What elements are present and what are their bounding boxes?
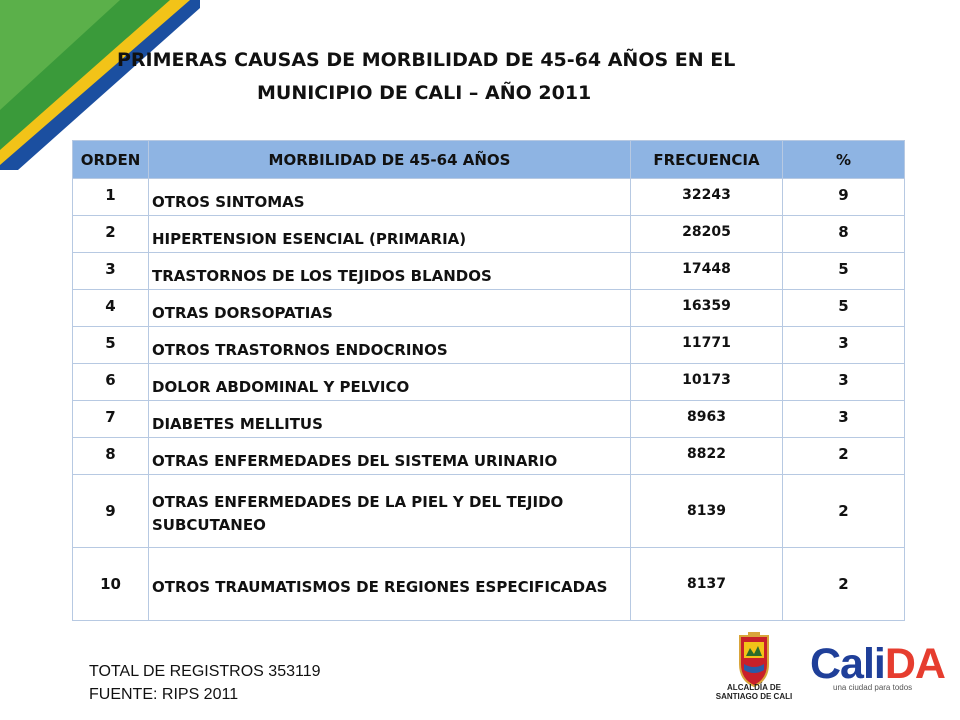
cell-porcentaje: 2 — [782, 474, 905, 548]
cell-orden: 5 — [72, 326, 149, 364]
alcaldia-label: ALCALDÍA DE SANTIAGO DE CALI — [715, 683, 793, 701]
table-row: 9 OTRAS ENFERMEDADES DE LA PIEL Y DEL TE… — [72, 474, 905, 548]
cell-frecuencia: 16359 — [630, 289, 783, 327]
corner-decoration — [0, 0, 200, 170]
cell-orden: 3 — [72, 252, 149, 290]
cell-morbilidad: OTROS TRAUMATISMOS DE REGIONES ESPECIFIC… — [148, 547, 631, 621]
cell-orden: 2 — [72, 215, 149, 253]
header-porcentaje: % — [782, 140, 905, 179]
table-row: 6 DOLOR ABDOMINAL Y PELVICO 10173 3 — [72, 363, 905, 401]
cell-morbilidad: OTROS SINTOMAS — [148, 178, 631, 216]
cell-porcentaje: 9 — [782, 178, 905, 216]
footer: TOTAL DE REGISTROS 353119 FUENTE: RIPS 2… — [89, 660, 321, 706]
cell-orden: 10 — [72, 547, 149, 621]
table-row: 5 OTROS TRASTORNOS ENDOCRINOS 11771 3 — [72, 326, 905, 364]
table-row: 8 OTRAS ENFERMEDADES DEL SISTEMA URINARI… — [72, 437, 905, 475]
cell-frecuencia: 8137 — [630, 547, 783, 621]
cell-orden: 7 — [72, 400, 149, 438]
cell-frecuencia: 8822 — [630, 437, 783, 475]
table-row: 2 HIPERTENSION ESENCIAL (PRIMARIA) 28205… — [72, 215, 905, 253]
table-row: 10 OTROS TRAUMATISMOS DE REGIONES ESPECI… — [72, 547, 905, 621]
alcaldia-crest-icon — [739, 632, 769, 688]
cell-frecuencia: 11771 — [630, 326, 783, 364]
cell-morbilidad: OTRAS ENFERMEDADES DE LA PIEL Y DEL TEJI… — [148, 474, 631, 548]
title-line-1: PRIMERAS CAUSAS DE MORBILIDAD DE 45-64 A… — [117, 49, 736, 71]
cell-orden: 6 — [72, 363, 149, 401]
header-morbilidad: MORBILIDAD DE 45-64 AÑOS — [148, 140, 631, 179]
cell-porcentaje: 8 — [782, 215, 905, 253]
cell-morbilidad: TRASTORNOS DE LOS TEJIDOS BLANDOS — [148, 252, 631, 290]
total-registros: TOTAL DE REGISTROS 353119 — [89, 663, 321, 680]
morbidity-table: ORDEN MORBILIDAD DE 45-64 AÑOS FRECUENCI… — [72, 140, 905, 621]
cell-porcentaje: 3 — [782, 400, 905, 438]
cell-morbilidad: OTRAS ENFERMEDADES DEL SISTEMA URINARIO — [148, 437, 631, 475]
cell-frecuencia: 32243 — [630, 178, 783, 216]
cell-frecuencia: 17448 — [630, 252, 783, 290]
cell-frecuencia: 8963 — [630, 400, 783, 438]
cell-frecuencia: 10173 — [630, 363, 783, 401]
calida-logo-cali: Cali — [810, 640, 886, 688]
cell-porcentaje: 3 — [782, 326, 905, 364]
table-header-row: ORDEN MORBILIDAD DE 45-64 AÑOS FRECUENCI… — [72, 140, 905, 179]
cell-porcentaje: 2 — [782, 547, 905, 621]
cell-orden: 8 — [72, 437, 149, 475]
title-line-2: MUNICIPIO DE CALI – AÑO 2011 — [257, 82, 592, 104]
table-row: 7 DIABETES MELLITUS 8963 3 — [72, 400, 905, 438]
cell-morbilidad: DIABETES MELLITUS — [148, 400, 631, 438]
table-row: 3 TRASTORNOS DE LOS TEJIDOS BLANDOS 1744… — [72, 252, 905, 290]
cell-frecuencia: 28205 — [630, 215, 783, 253]
cell-morbilidad: OTRAS DORSOPATIAS — [148, 289, 631, 327]
cell-morbilidad: OTROS TRASTORNOS ENDOCRINOS — [148, 326, 631, 364]
calida-slogan: una ciudad para todos — [833, 683, 913, 692]
header-orden: ORDEN — [72, 140, 149, 179]
table-row: 4 OTRAS DORSOPATIAS 16359 5 — [72, 289, 905, 327]
cell-morbilidad: HIPERTENSION ESENCIAL (PRIMARIA) — [148, 215, 631, 253]
cell-porcentaje: 2 — [782, 437, 905, 475]
cell-porcentaje: 5 — [782, 289, 905, 327]
header-frecuencia: FRECUENCIA — [630, 140, 783, 179]
cell-orden: 1 — [72, 178, 149, 216]
cell-orden: 9 — [72, 474, 149, 548]
cell-orden: 4 — [72, 289, 149, 327]
cell-porcentaje: 5 — [782, 252, 905, 290]
cell-morbilidad: DOLOR ABDOMINAL Y PELVICO — [148, 363, 631, 401]
cell-porcentaje: 3 — [782, 363, 905, 401]
cell-frecuencia: 8139 — [630, 474, 783, 548]
calida-logo-da: DA — [884, 640, 946, 688]
table-row: 1 OTROS SINTOMAS 32243 9 — [72, 178, 905, 216]
calida-logo: CaliDA — [810, 640, 946, 688]
fuente: FUENTE: RIPS 2011 — [89, 686, 239, 703]
